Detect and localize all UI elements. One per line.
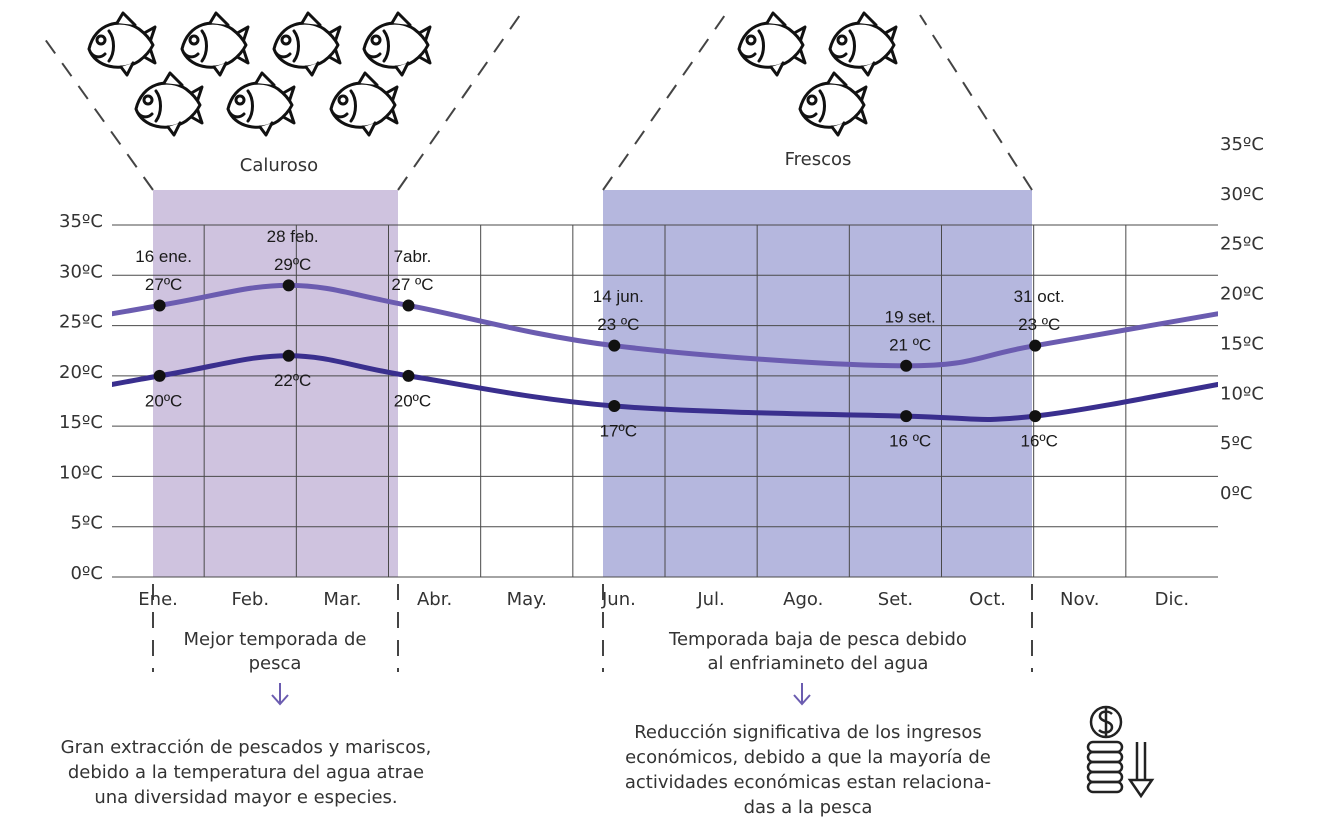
date-label: 28 feb. xyxy=(267,227,319,246)
value-label: 27ºC xyxy=(145,275,182,294)
y2-tick-label: 5ºC xyxy=(1220,433,1253,454)
y2-tick-label: 35ºC xyxy=(1220,134,1264,155)
value-label: 16 ºC xyxy=(889,432,931,451)
arrow-down xyxy=(793,683,811,706)
data-point xyxy=(153,369,166,382)
region-label: Caluroso xyxy=(240,155,318,176)
x-tick-label: Jun. xyxy=(601,589,636,610)
value-label: 17ºC xyxy=(600,422,637,441)
y2-tick-label: 20ºC xyxy=(1220,284,1264,305)
data-point xyxy=(402,299,415,312)
date-label: 31 oct. xyxy=(1014,287,1065,306)
date-label: 7abr. xyxy=(394,247,432,266)
line-wrap xyxy=(1032,381,1218,419)
x-tick-label: Set. xyxy=(878,589,913,610)
region-dash xyxy=(602,14,726,191)
y-tick-label: 25ºC xyxy=(59,312,103,333)
line-wrap xyxy=(112,373,163,388)
y2-tick-label: 10ºC xyxy=(1220,383,1264,404)
data-point xyxy=(153,299,166,312)
y-tick-label: 30ºC xyxy=(59,261,103,282)
fish-icons xyxy=(87,11,898,137)
value-label: 22ºC xyxy=(274,371,311,390)
value-label: 29ºC xyxy=(274,255,311,274)
value-label: 27 ºC xyxy=(391,275,433,294)
y2-tick-label: 15ºC xyxy=(1220,333,1264,354)
region-dash xyxy=(41,34,154,191)
date-label: 19 set. xyxy=(885,307,936,326)
data-point xyxy=(900,410,913,423)
data-point xyxy=(402,369,415,382)
data-point xyxy=(608,339,621,352)
y-tick-label: 0ºC xyxy=(70,563,103,584)
coin-icon xyxy=(1086,705,1155,799)
date-label: 16 ene. xyxy=(135,247,192,266)
y2-tick-label: 30ºC xyxy=(1220,184,1264,205)
line-wrap xyxy=(1032,311,1218,349)
region-detail: actividades económicas estan relaciona- xyxy=(625,772,991,793)
arrow-down xyxy=(271,683,289,706)
value-label: 16ºC xyxy=(1020,432,1057,451)
region-note: al enfriamineto del agua xyxy=(708,653,929,674)
region-shade xyxy=(603,190,1032,577)
x-tick-label: May. xyxy=(507,589,547,610)
x-tick-label: Mar. xyxy=(323,589,361,610)
value-label: 21 ºC xyxy=(889,335,931,354)
value-label: 20ºC xyxy=(145,391,182,410)
value-label: 23 ºC xyxy=(1018,315,1060,334)
x-tick-label: Oct. xyxy=(969,589,1006,610)
region-detail: económicos, debido a que la mayoría de xyxy=(625,747,991,768)
y-tick-label: 10ºC xyxy=(59,462,103,483)
x-tick-label: Nov. xyxy=(1060,589,1099,610)
region-detail: una diversidad mayor e especies. xyxy=(94,787,397,808)
x-tick-label: Jul. xyxy=(696,589,724,610)
data-point xyxy=(1029,339,1042,352)
value-label: 23 ºC xyxy=(597,315,639,334)
x-tick-label: Abr. xyxy=(417,589,452,610)
region-dash xyxy=(397,14,521,191)
y2-tick-label: 25ºC xyxy=(1220,234,1264,255)
date-label: 14 jun. xyxy=(593,287,644,306)
x-tick-label: Ago. xyxy=(783,589,823,610)
y-tick-label: 20ºC xyxy=(59,362,103,383)
y-tick-label: 35ºC xyxy=(59,211,103,232)
region-label: Frescos xyxy=(785,149,852,170)
region-shade xyxy=(153,190,398,577)
region-note: Mejor temporada de xyxy=(184,629,367,650)
y-tick-label: 15ºC xyxy=(59,412,103,433)
x-tick-label: Feb. xyxy=(231,589,269,610)
data-point xyxy=(282,279,295,292)
y2-tick-label: 0ºC xyxy=(1220,483,1253,504)
x-tick-label: Ene. xyxy=(138,589,178,610)
data-point xyxy=(282,349,295,362)
data-point xyxy=(1029,410,1042,423)
data-point xyxy=(900,359,913,372)
region-dash xyxy=(919,14,1033,191)
region-detail: das a la pesca xyxy=(744,797,873,818)
y-tick-label: 5ºC xyxy=(70,513,103,534)
region-note: pesca xyxy=(249,653,302,674)
region-detail: debido a la temperatura del agua atrae xyxy=(68,762,424,783)
region-detail: Gran extracción de pescados y mariscos, xyxy=(61,737,432,758)
data-point xyxy=(608,400,621,413)
x-tick-label: Dic. xyxy=(1155,589,1189,610)
region-note: Temporada baja de pesca debido xyxy=(668,629,967,650)
line-wrap xyxy=(112,302,163,317)
region-detail: Reducción significativa de los ingresos xyxy=(634,722,982,743)
value-label: 20ºC xyxy=(394,391,431,410)
